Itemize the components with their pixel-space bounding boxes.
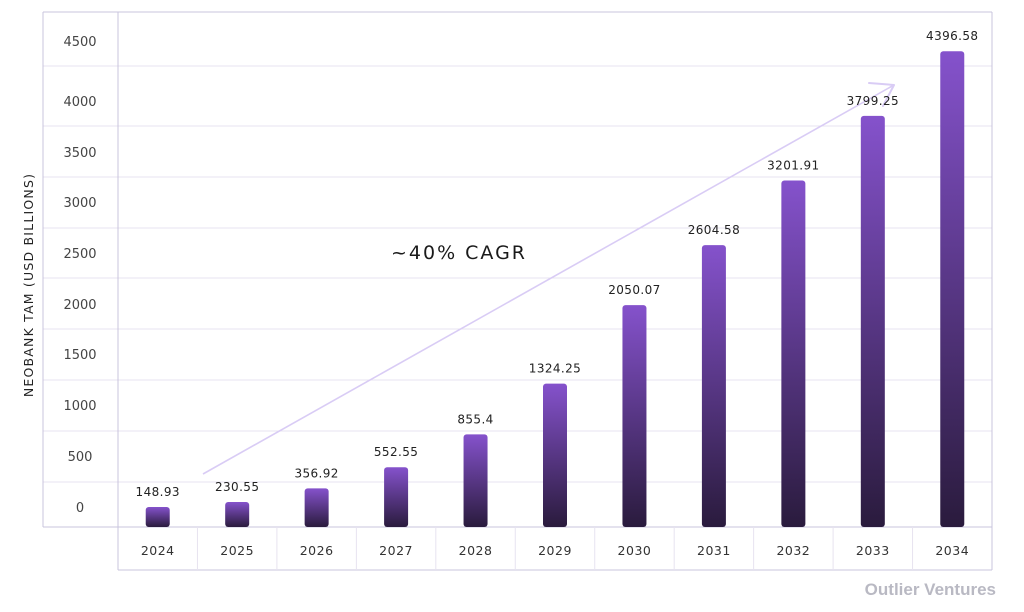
x-axis-ticks: 2024 2025 2026 2027 2028 2029 2030 2031 2032 2033… [141,543,969,558]
value-labels: 148.93 230.55 356.92 552.55 855.4 1324.25 2050… [136,29,979,499]
bar-value-label: 356.92 [294,466,338,480]
bar [701,245,726,527]
cagr-annotation: ~40% CAGR [391,242,527,264]
y-tick-label: 2500 [63,247,96,262]
bar-value-label: 148.93 [136,485,180,499]
y-tick-label: 4500 [63,35,96,50]
trend-arrow-line [202,84,895,475]
bar-value-label: 3201.91 [767,158,819,172]
trend-arrow [202,82,895,475]
bar [463,434,488,527]
x-tick-label: 2029 [538,543,572,558]
y-tick-label: 4000 [63,95,96,110]
y-tick-label: 500 [68,450,93,465]
bar [145,507,170,527]
x-tick-label: 2032 [776,543,810,558]
bar [781,180,806,527]
bar [543,383,567,527]
bar-value-label: 2050.07 [608,283,660,297]
bar-value-label: 4396.58 [926,29,978,43]
y-tick-label: 3000 [63,196,96,211]
bar [622,305,647,527]
bar [940,51,965,527]
gridlines [43,65,992,483]
bar [304,488,329,527]
y-tick-label: 1500 [63,348,96,363]
x-tick-label: 2034 [935,543,969,558]
y-tick-label: 0 [76,501,84,516]
bar [384,467,409,527]
bar-value-label: 1324.25 [529,362,581,376]
x-tick-label: 2028 [459,543,493,558]
x-tick-label: 2027 [379,543,413,558]
bar-value-label: 552.55 [374,445,418,459]
bar-value-label: 2604.58 [688,223,740,237]
y-axis-ticks: 0 500 1000 1500 2000 2500 3000 3500 4000 4500 [63,35,96,516]
x-tick-label: 2024 [141,543,175,558]
x-tick-label: 2033 [856,543,890,558]
brand-logo: Outlier Ventures [864,580,996,599]
y-tick-label: 1000 [63,399,96,414]
axis-frame [42,11,993,571]
x-tick-label: 2026 [300,543,334,558]
trend-arrow-head [868,82,895,107]
bar-value-label: 3799.25 [847,94,899,108]
y-tick-label: 3500 [63,146,96,161]
bar-value-label: 855.4 [457,412,493,426]
y-tick-label: 2000 [63,298,96,313]
bars [145,51,965,527]
y-axis-label: NEOBANK TAM (USD BILLIONS) [21,173,36,397]
x-tick-label: 2030 [618,543,652,558]
bar-value-label: 230.55 [215,480,259,494]
bar [860,115,885,527]
x-tick-label: 2031 [697,543,731,558]
bar [225,502,250,527]
x-tick-label: 2025 [220,543,254,558]
